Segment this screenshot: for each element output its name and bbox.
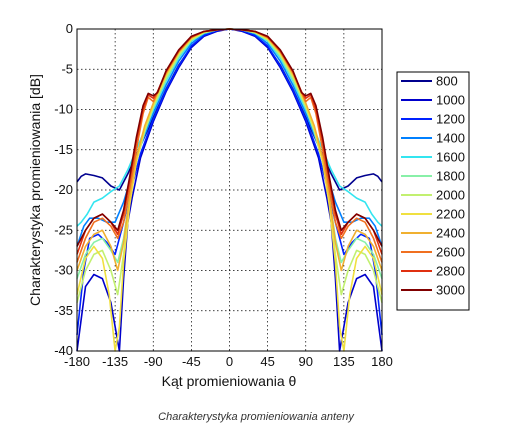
legend-item-1600: 1600 [401, 150, 465, 165]
legend-label: 800 [436, 74, 458, 89]
x-tick-label: 135 [333, 354, 355, 369]
x-axis-label: Kąt promieniowania θ [162, 373, 297, 389]
y-axis-label: Charakterystyka promieniowania [dB] [27, 74, 43, 306]
x-tick-label: -45 [182, 354, 201, 369]
y-tick-label: -20 [54, 182, 73, 197]
legend-item-2400: 2400 [401, 226, 465, 241]
legend-item-1400: 1400 [401, 131, 465, 146]
y-tick-label: -30 [54, 263, 73, 278]
x-tick-label: -180 [64, 354, 90, 369]
x-tick-label: 180 [371, 354, 393, 369]
legend-item-1000: 1000 [401, 93, 465, 108]
x-tick-label: 45 [260, 354, 274, 369]
x-tick-label: 0 [226, 354, 233, 369]
legend-item-2000: 2000 [401, 188, 465, 203]
legend-label: 2400 [436, 226, 465, 241]
legend-item-3000: 3000 [401, 283, 465, 298]
x-tick-label: -90 [144, 354, 163, 369]
radiation-pattern-chart: -180 -135 -90 -45 0 45 90 135 180 0 -5 -10 -15 -20 -2… [27, 21, 470, 389]
legend-label: 1200 [436, 112, 465, 127]
x-tick-label: 90 [299, 354, 313, 369]
legend-item-1200: 1200 [401, 112, 465, 127]
grid [77, 29, 382, 351]
legend-label: 2000 [436, 188, 465, 203]
legend-label: 3000 [436, 283, 465, 298]
y-tick-label: -25 [54, 222, 73, 237]
plot-frame [76, 28, 383, 352]
y-tick-label: -15 [54, 142, 73, 157]
figure-caption: Charakterystyka promieniowania anteny [158, 411, 354, 423]
legend-label: 2600 [436, 245, 465, 260]
legend-label: 1000 [436, 93, 465, 108]
x-tick-labels: -180 -135 -90 -45 0 45 90 135 180 [64, 354, 393, 369]
x-tick-label: -135 [102, 354, 128, 369]
y-tick-label: -10 [54, 102, 73, 117]
legend: 800 1000 1200 1400 1600 1800 2000 2200 2400 2600 2… [396, 71, 470, 311]
legend-item-1800: 1800 [401, 169, 465, 184]
legend-label: 1600 [436, 150, 465, 165]
legend-item-2200: 2200 [401, 207, 465, 222]
legend-item-2600: 2600 [401, 245, 465, 260]
legend-label: 2800 [436, 264, 465, 279]
legend-label: 2200 [436, 207, 465, 222]
y-tick-labels: 0 -5 -10 -15 -20 -25 -30 -35 -40 [54, 21, 73, 358]
legend-items: 800 1000 1200 1400 1600 1800 2000 2200 2400 2600 2… [401, 74, 465, 298]
legend-label: 1800 [436, 169, 465, 184]
y-tick-label: -5 [61, 61, 73, 76]
y-tick-label: -40 [54, 343, 73, 358]
legend-item-800: 800 [401, 74, 458, 89]
y-tick-label: -35 [54, 303, 73, 318]
legend-item-2800: 2800 [401, 264, 465, 279]
y-tick-label: 0 [66, 21, 73, 36]
legend-label: 1400 [436, 131, 465, 146]
